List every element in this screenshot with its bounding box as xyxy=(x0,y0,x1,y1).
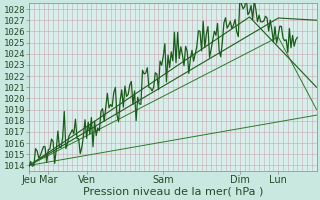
X-axis label: Pression niveau de la mer( hPa ): Pression niveau de la mer( hPa ) xyxy=(83,187,263,197)
